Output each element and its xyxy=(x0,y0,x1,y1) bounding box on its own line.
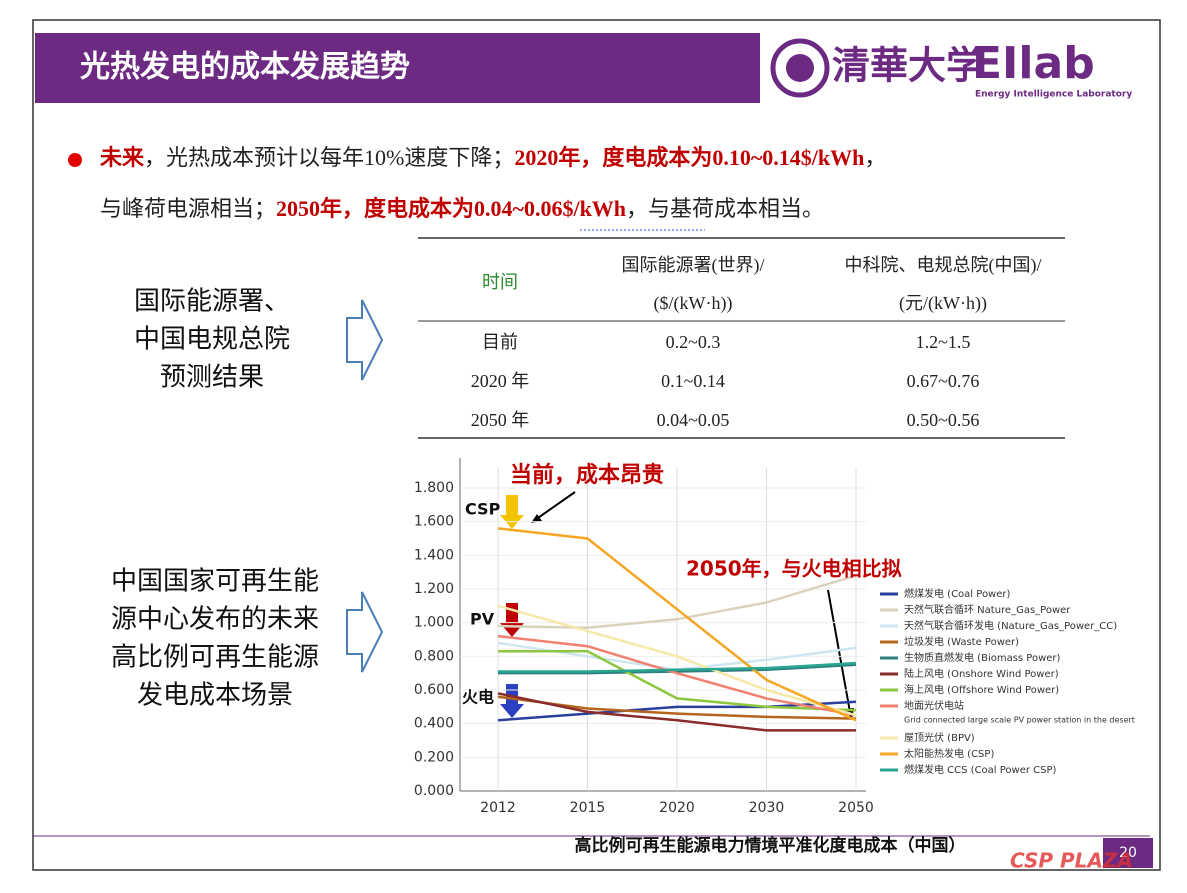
side-note: 国际能源署、 xyxy=(134,287,290,317)
table-cell: 0.04~0.05 xyxy=(657,410,730,430)
table-cell: 目前 xyxy=(482,332,518,352)
table-cell: 0.1~0.14 xyxy=(661,371,725,391)
logo-seal-core xyxy=(786,54,814,82)
x-tick-label: 2015 xyxy=(570,800,606,816)
y-tick-label: 1.000 xyxy=(414,615,454,631)
table-header: 中科院、电规总院(中国)/ xyxy=(845,255,1042,276)
text-run: 未来 xyxy=(100,145,145,170)
y-tick-label: 0.200 xyxy=(414,749,454,765)
table-header: 国际能源署(世界)/ xyxy=(622,255,765,276)
legend-note: Grid connected large scale PV power stat… xyxy=(904,716,1135,725)
bullet-dot xyxy=(68,153,82,167)
lab-name: EIlab xyxy=(972,38,1095,89)
series-line xyxy=(498,663,857,675)
title-bar xyxy=(35,33,760,103)
legend-label: 屋顶光伏 (BPV) xyxy=(904,731,975,744)
pointer-arrow xyxy=(534,491,576,521)
slide-border xyxy=(32,19,1161,871)
legend-label: 燃煤发电 (Coal Power) xyxy=(904,587,1010,600)
table-header: 时间 xyxy=(482,272,518,292)
watermark: CSP PLAZA xyxy=(1010,849,1133,873)
x-tick-label: 2020 xyxy=(659,800,695,816)
text-run: ， xyxy=(864,145,886,170)
bullet-line: 未来，光热成本预计以每年10%速度下降；2020年，度电成本为0.10~0.14… xyxy=(100,145,886,170)
table-header: ($/(kW·h)) xyxy=(654,293,733,314)
text-run: ，光热成本预计以每年10%速度下降； xyxy=(144,145,514,170)
series-line xyxy=(497,604,857,717)
series-line xyxy=(497,692,856,732)
series-line xyxy=(498,661,857,673)
table-cell: 2050 年 xyxy=(471,410,530,430)
slide-title: 光热发电的成本发展趋势 xyxy=(80,50,410,85)
side-note: 预测结果 xyxy=(160,363,264,393)
y-tick-label: 1.200 xyxy=(414,581,454,597)
side-note: 源中心发布的未来 xyxy=(111,605,319,635)
pointer-head xyxy=(531,514,542,523)
x-tick-label: 2050 xyxy=(838,800,874,816)
legend-label: 地面光伏电站 xyxy=(904,699,964,712)
logo-seal xyxy=(770,38,830,98)
side-note: 中国国家可再生能 xyxy=(111,567,319,597)
marker-arrow xyxy=(500,684,524,718)
series-line xyxy=(497,634,857,717)
legend-label: 陆上风电 (Onshore Wind Power) xyxy=(904,667,1059,680)
arrow-shape xyxy=(346,299,384,381)
legend-label: 天然气联合循环 Nature_Gas_Power xyxy=(904,603,1071,616)
annotation: 2050年，与火电相比拟 xyxy=(686,557,902,581)
side-note: 发电成本场景 xyxy=(137,681,293,711)
marker-arrow xyxy=(500,495,524,529)
legend-label: 垃圾发电 (Waste Power) xyxy=(904,635,1019,648)
y-tick-label: 0.600 xyxy=(414,682,454,698)
x-tick-label: 2030 xyxy=(749,800,785,816)
table-cell: 0.50~0.56 xyxy=(907,410,980,430)
legend-label: 天然气联合循环发电 (Nature_Gas_Power_CC) xyxy=(904,619,1117,632)
logo-text: 清華大学 xyxy=(832,45,984,88)
y-tick-label: 1.600 xyxy=(414,514,454,530)
y-tick-label: 0.400 xyxy=(414,716,454,732)
marker-label: 火电 xyxy=(462,688,494,707)
side-note: 中国电规总院 xyxy=(134,325,290,355)
text-run: ，与基荷成本相当。 xyxy=(626,196,824,221)
annotation: 当前，成本昂贵 xyxy=(510,462,664,488)
y-tick-label: 1.800 xyxy=(414,480,454,496)
legend-label: 生物质直燃发电 (Biomass Power) xyxy=(904,651,1061,664)
page-number: 20 xyxy=(1119,845,1137,861)
text-run: 2050年，度电成本为0.04~0.06$/kWh xyxy=(276,196,626,221)
side-note: 高比例可再生能源 xyxy=(111,643,319,673)
series-line xyxy=(498,650,857,712)
table-cell: 2020 年 xyxy=(471,371,530,391)
table-header: (元/(kW·h)) xyxy=(899,293,987,314)
series-line xyxy=(497,574,857,629)
marker-label: CSP xyxy=(465,500,501,519)
page-box xyxy=(1103,838,1153,868)
legend-label: 燃煤发电 CCS (Coal Power CSP) xyxy=(904,763,1057,776)
y-tick-label: 1.400 xyxy=(414,547,454,563)
table-cell: 1.2~1.5 xyxy=(916,332,971,352)
y-tick-label: 0.800 xyxy=(414,648,454,664)
lab-subtitle: Energy Intelligence Laboratory xyxy=(975,90,1132,100)
bullet-line: 与峰荷电源相当；2050年，度电成本为0.04~0.06$/kWh，与基荷成本相… xyxy=(100,196,824,221)
legend-label: 海上风电 (Offshore Wind Power) xyxy=(904,683,1059,696)
marker-label: PV xyxy=(470,610,495,629)
text-run: 与峰荷电源相当； xyxy=(100,196,276,221)
series-line xyxy=(497,527,857,722)
table-cell: 0.67~0.76 xyxy=(907,371,980,391)
x-tick-label: 2012 xyxy=(480,800,516,816)
legend-label: 太阳能热发电 (CSP) xyxy=(904,747,994,760)
chart-caption: 高比例可再生能源电力情境平准化度电成本（中国） xyxy=(575,835,966,856)
y-tick-label: 0.000 xyxy=(414,783,454,799)
table-cell: 0.2~0.3 xyxy=(666,332,721,352)
text-run: 2020年，度电成本为0.10~0.14$/kWh xyxy=(514,145,864,170)
arrow-shape xyxy=(346,591,384,673)
